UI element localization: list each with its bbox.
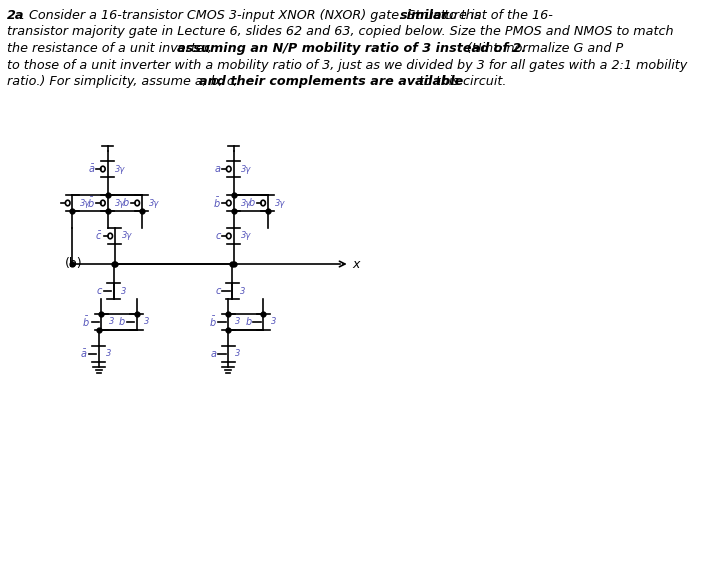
Text: b: b	[249, 198, 255, 208]
Text: (b): (b)	[65, 258, 82, 271]
Text: x: x	[352, 258, 359, 271]
Text: $\bar{b}$: $\bar{b}$	[87, 196, 95, 210]
Text: (Hint: normalize G and P: (Hint: normalize G and P	[463, 42, 623, 55]
Text: b: b	[246, 317, 252, 327]
Text: b: b	[123, 198, 129, 208]
Text: to those of a unit inverter with a mobility ratio of 3, just as we divided by 3 : to those of a unit inverter with a mobil…	[6, 58, 687, 72]
Text: c: c	[215, 286, 221, 296]
Text: 3: 3	[109, 318, 114, 326]
Text: $\bar{a}$: $\bar{a}$	[80, 348, 87, 360]
Text: 3: 3	[144, 318, 149, 326]
Text: b: b	[119, 317, 125, 327]
Text: to that of the 16-: to that of the 16-	[440, 9, 553, 22]
Text: 3γ: 3γ	[149, 198, 160, 208]
Text: a: a	[215, 164, 221, 174]
Text: . Consider a 16-transistor CMOS 3-input XNOR (NXOR) gate. Structure is: . Consider a 16-transistor CMOS 3-input …	[21, 9, 485, 22]
Text: and their complements are available: and their complements are available	[199, 75, 463, 88]
Text: $\bar{c}$: $\bar{c}$	[95, 230, 103, 242]
Text: 3γ: 3γ	[80, 198, 90, 208]
Text: c: c	[97, 286, 103, 296]
Text: 2a: 2a	[6, 9, 24, 22]
Text: $\bar{b}$: $\bar{b}$	[209, 315, 217, 329]
Text: 3: 3	[239, 286, 245, 296]
Text: transistor majority gate in Lecture 6, slides 62 and 63, copied below. Size the : transistor majority gate in Lecture 6, s…	[6, 26, 673, 38]
Text: 3: 3	[235, 318, 241, 326]
Text: 3: 3	[121, 286, 126, 296]
Text: c: c	[215, 231, 221, 241]
Text: ratio.) For simplicity, assume a, b, c,: ratio.) For simplicity, assume a, b, c,	[6, 75, 242, 88]
Text: 3: 3	[235, 349, 241, 359]
Text: 3: 3	[106, 349, 112, 359]
Text: $\bar{b}$: $\bar{b}$	[213, 196, 221, 210]
Text: 3γ: 3γ	[115, 198, 125, 208]
Text: the resistance of a unit inverter,: the resistance of a unit inverter,	[6, 42, 215, 55]
Text: assuming an N/P mobility ratio of 3 instead of 2.: assuming an N/P mobility ratio of 3 inst…	[177, 42, 526, 55]
Text: 3γ: 3γ	[241, 231, 251, 241]
Text: 3γ: 3γ	[275, 198, 285, 208]
Text: similar: similar	[400, 9, 449, 22]
Text: 3γ: 3γ	[241, 198, 251, 208]
Text: $\bar{b}$: $\bar{b}$	[82, 315, 90, 329]
Text: 3γ: 3γ	[123, 231, 133, 241]
Text: 3γ: 3γ	[241, 164, 251, 174]
Text: 3γ: 3γ	[115, 164, 125, 174]
Text: $\bar{a}$: $\bar{a}$	[87, 163, 95, 175]
Text: a: a	[211, 349, 217, 359]
Text: 3: 3	[270, 318, 276, 326]
Text: to this circuit.: to this circuit.	[414, 75, 506, 88]
